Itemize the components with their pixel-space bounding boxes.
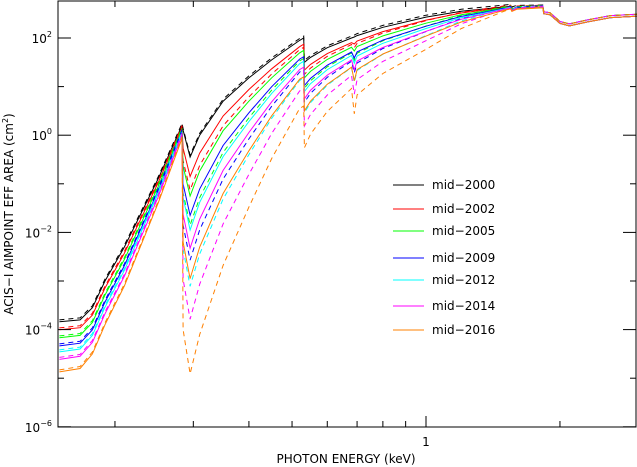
y-axis-label-superscript: 2 [1,118,10,123]
legend-label: mid−2016 [432,323,495,337]
y-tick-label-exponent: −2 [40,224,52,233]
y-tick-label-base: 10 [25,226,40,240]
y-tick-label-base: 10 [32,129,47,143]
series-dashed-line [59,4,637,337]
series-dashed-line [59,6,637,374]
legend-item: mid−2012 [393,273,495,287]
y-tick-label: 102 [32,30,52,46]
series-line [59,6,637,347]
legend-item: mid−2016 [393,323,495,337]
legend-item: mid−2009 [393,251,495,265]
series-dashed-line [59,3,637,321]
y-axis-label-text: ACIS−I AIMPOINT EFF AREA (cm [2,123,16,315]
plot-frame [57,0,637,428]
series-curves [59,3,637,374]
y-tick-label-base: 10 [25,421,40,435]
series-dashed-line [59,4,637,329]
y-tick-label-exponent: −4 [40,322,52,331]
series-dashed-line [59,5,637,358]
y-tick-label-exponent: 0 [47,127,52,136]
legend-label: mid−2005 [432,224,495,238]
series-dashed-line [59,5,637,345]
series-line [59,6,637,353]
y-tick-label-exponent: −6 [40,419,52,428]
y-tick-label-base: 10 [32,32,47,46]
y-tick-label: 100 [32,127,52,143]
legend-item: mid−2002 [393,202,495,216]
legend-label: mid−2014 [432,299,495,313]
y-axis-label: ACIS−I AIMPOINT EFF AREA (cm2) [1,113,16,315]
series-line [59,7,637,360]
y-tick-label: 10−6 [25,419,52,435]
legend-label: mid−2009 [432,251,495,265]
legend-label: mid−2000 [432,178,495,192]
y-axis-label-close: ) [2,113,16,118]
y-tick-label: 10−4 [25,322,52,338]
series-line [59,7,637,373]
x-tick-labels: 1 [422,435,430,449]
x-axis-label: PHOTON ENERGY (keV) [276,452,415,466]
legend-item: mid−2005 [393,224,495,238]
legend: mid−2000 mid−2002 mid−2005 mid−2009 mid−2012… [393,178,495,337]
legend-item: mid−2000 [393,178,495,192]
legend-label: mid−2002 [432,202,495,216]
y-tick-label-base: 10 [25,324,40,338]
axis-ticks [58,1,636,428]
y-tick-label-exponent: 2 [47,30,52,39]
y-tick-label: 10−2 [25,224,52,240]
series-line [59,6,637,339]
legend-item: mid−2014 [393,299,495,313]
legend-label: mid−2012 [432,273,495,287]
x-tick-label: 1 [422,435,430,449]
